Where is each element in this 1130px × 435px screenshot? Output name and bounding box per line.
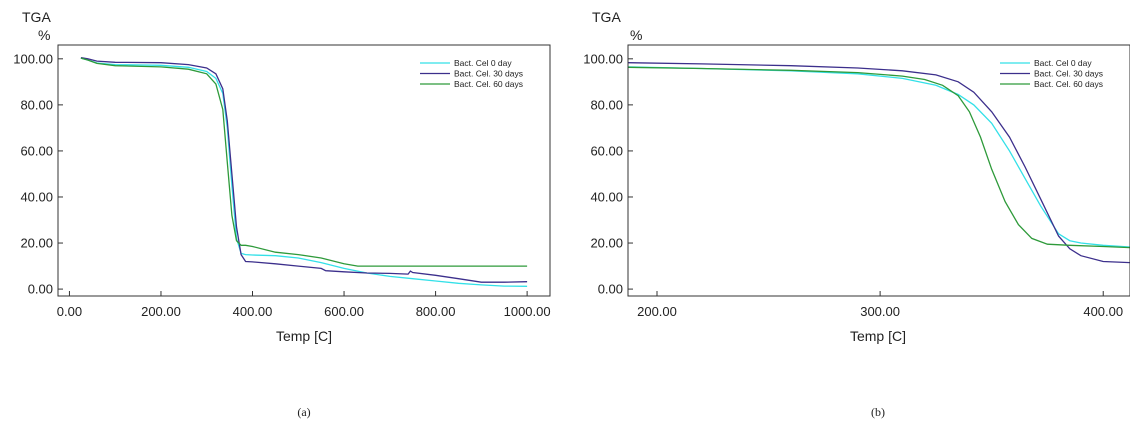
x-tick-label: 300.00 — [860, 304, 900, 319]
y-tick-label: 0.00 — [28, 282, 53, 297]
panel-caption: (b) — [871, 405, 885, 419]
y-tick-label: 100.00 — [13, 51, 53, 66]
legend-entry: Bact. Cel. 30 days — [454, 69, 523, 79]
y-axis-unit: % — [38, 27, 50, 43]
x-axis-title: Temp [C] — [850, 328, 906, 344]
y-tick-label: 40.00 — [20, 189, 53, 204]
panel-caption: (a) — [297, 405, 310, 419]
x-tick-label: 0.00 — [57, 304, 82, 319]
legend-entry: Bact. Cel 0 day — [454, 58, 512, 68]
panel-b: 0.00 20.00 40.00 60.00 80.00 100.00 200.00 300.… — [583, 9, 1130, 419]
x-tick-label: 400.00 — [1083, 304, 1123, 319]
y-tick-label: 60.00 — [590, 143, 623, 158]
y-tick-label: 80.00 — [590, 97, 623, 112]
legend-entry: Bact. Cel. 60 days — [1034, 79, 1103, 89]
x-tick-label: 200.00 — [141, 304, 181, 319]
series-line-3 — [628, 66, 1130, 249]
x-tick-label: 1000.00 — [504, 304, 551, 319]
series-line-1 — [80, 57, 528, 287]
x-tick-label: 400.00 — [233, 304, 273, 319]
legend-entry: Bact. Cel. 30 days — [1034, 69, 1103, 79]
y-axis-unit: % — [630, 27, 642, 43]
y-tick-label: 80.00 — [20, 97, 53, 112]
y-tick-label: 20.00 — [590, 236, 623, 251]
legend-entry: Bact. Cel 0 day — [1034, 58, 1092, 68]
y-axis-title: TGA — [592, 9, 621, 25]
y-tick-label: 20.00 — [20, 236, 53, 251]
series-line-1 — [628, 66, 1130, 248]
x-tick-label: 600.00 — [324, 304, 364, 319]
y-tick-label: 60.00 — [20, 143, 53, 158]
legend-entry: Bact. Cel. 60 days — [454, 79, 523, 89]
series-line-3 — [80, 57, 528, 267]
series-line-2 — [628, 62, 1130, 264]
y-tick-label: 0.00 — [598, 282, 623, 297]
y-tick-label: 40.00 — [590, 189, 623, 204]
x-axis-title: Temp [C] — [276, 328, 332, 344]
y-tick-label: 100.00 — [583, 51, 623, 66]
panel-a: 0.00 20.00 40.00 60.00 80.00 100.00 0.00 200.00… — [13, 9, 550, 419]
plot-frame — [627, 44, 1130, 297]
x-tick-label: 200.00 — [637, 304, 677, 319]
x-tick-label: 800.00 — [416, 304, 456, 319]
plot-frame — [57, 44, 551, 297]
y-axis-title: TGA — [22, 9, 51, 25]
series-line-2 — [80, 57, 528, 283]
